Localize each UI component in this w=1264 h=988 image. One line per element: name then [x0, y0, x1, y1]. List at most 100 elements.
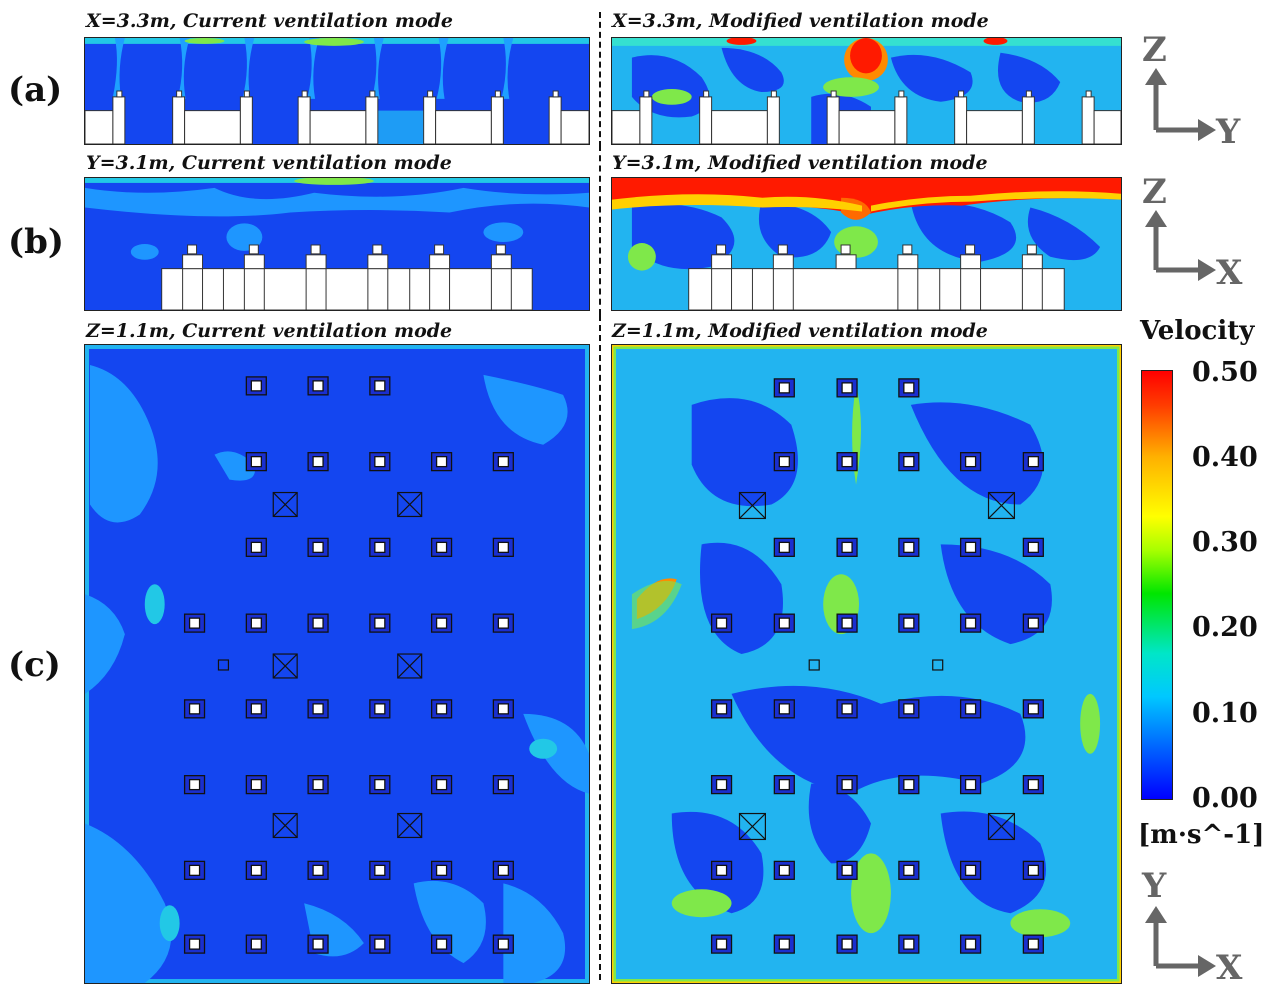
- contour-c-current: [84, 344, 590, 984]
- diffuser-marker-core: [715, 864, 728, 876]
- axis-indicator-b: [1140, 172, 1250, 292]
- diffuser-marker-core: [903, 703, 915, 715]
- axis-c-horizontal: X: [1216, 948, 1243, 988]
- diffuser-marker-core: [715, 617, 728, 629]
- axis-b-horizontal: X: [1216, 253, 1243, 293]
- contour-c-modified: [611, 344, 1122, 984]
- diffuser-marker-core: [312, 703, 324, 715]
- diffuser-marker-core: [778, 617, 790, 629]
- colorbar-tick: 0.20: [1192, 612, 1258, 643]
- diffuser-marker-core: [497, 778, 509, 791]
- contour-a-current: [84, 37, 590, 145]
- diffuser-marker-core: [374, 617, 386, 629]
- diffuser-marker-core: [1027, 864, 1039, 876]
- title-c-right: Z=1.1m, Modified ventilation mode: [612, 320, 988, 342]
- diffuser-marker-core: [841, 382, 853, 394]
- diffuser-marker-core: [374, 541, 386, 553]
- diffuser-marker-core: [374, 778, 386, 791]
- diffuser-marker-core: [903, 456, 915, 468]
- colorbar-unit: [m·s^-1]: [1138, 820, 1264, 850]
- diffuser-marker-core: [312, 456, 324, 468]
- diffuser-marker-core: [841, 456, 853, 468]
- diffuser-marker-core: [250, 617, 262, 629]
- diffuser-marker-core: [778, 938, 790, 950]
- diffuser-marker-core: [964, 864, 977, 876]
- diffuser-marker-core: [312, 541, 324, 553]
- diffuser-marker-core: [903, 864, 915, 876]
- contour-a-modified: [611, 37, 1122, 145]
- axis-c-vertical: Y: [1142, 866, 1167, 906]
- diffuser-marker-core: [374, 380, 386, 392]
- diffuser-marker-core: [903, 778, 915, 791]
- divider-c: [599, 315, 601, 980]
- diffuser-marker-core: [250, 703, 262, 715]
- diffuser-marker-core: [374, 703, 386, 715]
- diffuser-marker-core: [435, 778, 448, 791]
- diffuser-marker-core: [964, 456, 977, 468]
- title-b-left: Y=3.1m, Current ventilation mode: [86, 152, 452, 174]
- diffuser-marker-core: [841, 541, 853, 553]
- diffuser-marker-core: [715, 938, 728, 950]
- diffuser-marker-core: [312, 380, 324, 392]
- diffuser-marker-core: [778, 456, 790, 468]
- diffuser-marker-core: [312, 938, 324, 950]
- diffuser-marker-core: [188, 703, 201, 715]
- diffuser-marker-core: [903, 541, 915, 553]
- diffuser-marker-core: [250, 938, 262, 950]
- diffuser-marker-core: [778, 864, 790, 876]
- diffuser-marker-core: [312, 617, 324, 629]
- diffuser-marker-core: [778, 541, 790, 553]
- diffuser-marker-core: [1027, 938, 1039, 950]
- diffuser-marker-core: [715, 703, 728, 715]
- diffuser-marker-core: [435, 703, 448, 715]
- diffuser-marker-core: [435, 456, 448, 468]
- diffuser-marker-core: [188, 778, 201, 791]
- colorbar-tick: 0.00: [1192, 783, 1258, 814]
- contour-b-modified: [611, 177, 1122, 311]
- divider-b: [599, 145, 601, 315]
- diffuser-marker-core: [374, 864, 386, 876]
- panel-label-b: (b): [8, 222, 64, 262]
- diffuser-marker-core: [250, 456, 262, 468]
- diffuser-marker-core: [1027, 778, 1039, 791]
- diffuser-marker-core: [250, 778, 262, 791]
- diffuser-marker-core: [435, 938, 448, 950]
- diffuser-marker-core: [312, 778, 324, 791]
- diffuser-marker-core: [841, 864, 853, 876]
- diffuser-marker-core: [312, 864, 324, 876]
- diffuser-marker-core: [497, 617, 509, 629]
- diffuser-marker-core: [903, 938, 915, 950]
- axis-a-vertical: Z: [1142, 30, 1167, 70]
- diffuser-marker-core: [188, 864, 201, 876]
- diffuser-marker-core: [964, 938, 977, 950]
- diffuser-marker-core: [841, 938, 853, 950]
- title-a-left: X=3.3m, Current ventilation mode: [86, 10, 454, 32]
- diffuser-marker-core: [964, 617, 977, 629]
- diffuser-marker-core: [964, 703, 977, 715]
- colorbar-tick: 0.30: [1192, 527, 1258, 558]
- title-b-right: Y=3.1m, Modified ventilation mode: [612, 152, 988, 174]
- diffuser-marker-core: [1027, 456, 1039, 468]
- diffuser-marker-core: [497, 703, 509, 715]
- axis-b-vertical: Z: [1142, 172, 1167, 212]
- diffuser-marker-core: [964, 778, 977, 791]
- axis-indicator-a: [1140, 30, 1250, 150]
- colorbar-tick: 0.50: [1192, 357, 1258, 388]
- diffuser-marker-core: [497, 456, 509, 468]
- title-a-right: X=3.3m, Modified ventilation mode: [612, 10, 989, 32]
- diffuser-marker-core: [903, 382, 915, 394]
- diffuser-marker-core: [497, 541, 509, 553]
- diffuser-marker-core: [964, 541, 977, 553]
- diffuser-marker-core: [497, 938, 509, 950]
- diffuser-marker-core: [435, 541, 448, 553]
- diffuser-marker-core: [715, 778, 728, 791]
- colorbar-title: Velocity: [1140, 316, 1255, 346]
- diffuser-marker-core: [1027, 617, 1039, 629]
- diffuser-marker-core: [778, 778, 790, 791]
- colorbar-tick: 0.10: [1192, 698, 1258, 729]
- colorbar: [1141, 370, 1173, 800]
- divider-a: [599, 12, 601, 147]
- diffuser-marker-core: [841, 778, 853, 791]
- diffuser-marker-core: [374, 938, 386, 950]
- diffuser-marker-core: [778, 703, 790, 715]
